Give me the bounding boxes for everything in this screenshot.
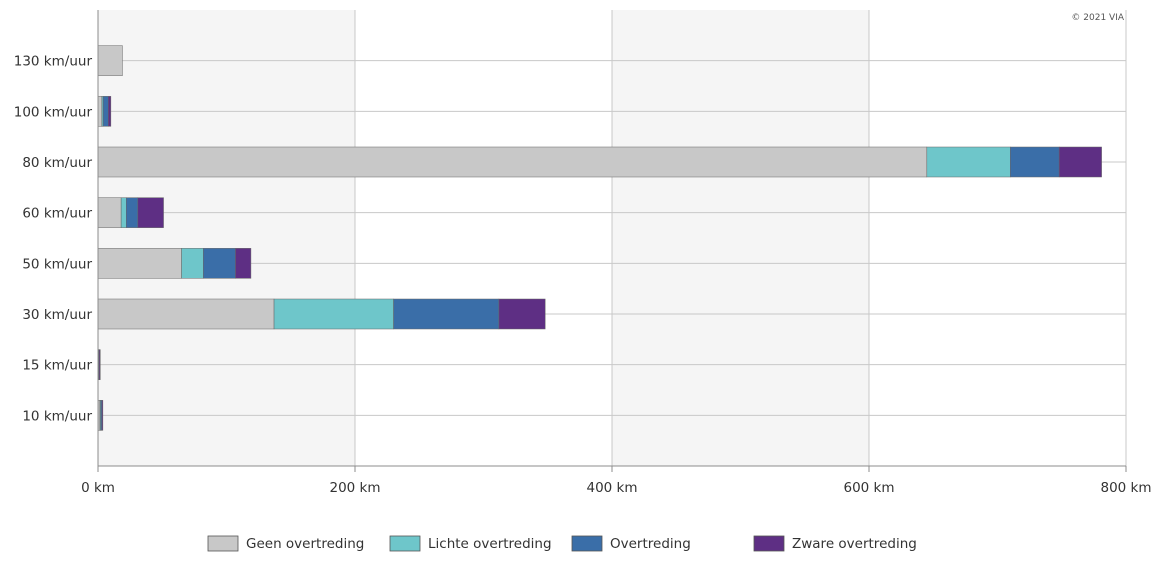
category-label: 80 km/uur xyxy=(22,155,92,171)
category-label: 130 km/uur xyxy=(14,54,93,70)
bar-segment xyxy=(235,248,252,279)
bar-segment xyxy=(108,96,112,127)
background-band xyxy=(612,10,869,466)
category-label: 30 km/uur xyxy=(22,307,92,323)
bar-segment xyxy=(97,146,928,178)
bar-segment xyxy=(101,400,104,431)
bar-segment xyxy=(97,298,275,330)
category-label: 10 km/uur xyxy=(22,408,92,424)
bar-segment xyxy=(99,349,101,380)
category-label: 15 km/uur xyxy=(22,358,92,374)
background-band xyxy=(98,10,355,466)
x-tick-label: 800 km xyxy=(1100,480,1151,496)
copyright-text: © 2021 VIA xyxy=(1071,13,1124,23)
category-label: 50 km/uur xyxy=(22,256,92,272)
legend-swatch xyxy=(571,535,603,552)
bar-segment xyxy=(1058,146,1102,178)
bar-segment xyxy=(97,96,103,127)
legend-label: Lichte overtreding xyxy=(428,536,552,552)
x-tick-label: 0 km xyxy=(81,480,115,496)
category-label: 100 km/uur xyxy=(14,104,93,120)
legend-label: Overtreding xyxy=(610,536,691,552)
bar-segment xyxy=(120,197,127,228)
bar-segment xyxy=(137,197,164,228)
legend-swatch xyxy=(753,535,785,552)
bar-segment xyxy=(102,96,109,127)
bar-segment xyxy=(203,248,236,279)
category-label: 60 km/uur xyxy=(22,206,92,222)
legend-swatch xyxy=(207,535,239,552)
legend-swatch xyxy=(389,535,421,552)
x-tick-label: 600 km xyxy=(843,480,894,496)
bar-segment xyxy=(393,298,500,330)
bar-segment xyxy=(97,248,182,279)
bar-segment xyxy=(498,298,546,330)
bar-segment xyxy=(97,45,123,76)
x-tick-label: 200 km xyxy=(329,480,380,496)
legend-label: Geen overtreding xyxy=(246,536,364,552)
bar-segment xyxy=(273,298,394,330)
x-tick-label: 400 km xyxy=(586,480,637,496)
bar-segment xyxy=(181,248,204,279)
legend-label: Zware overtreding xyxy=(792,536,917,552)
bar-segment xyxy=(126,197,139,228)
bar-segment xyxy=(926,146,1011,178)
bar-segment xyxy=(1010,146,1060,178)
bar-segment xyxy=(97,197,122,228)
